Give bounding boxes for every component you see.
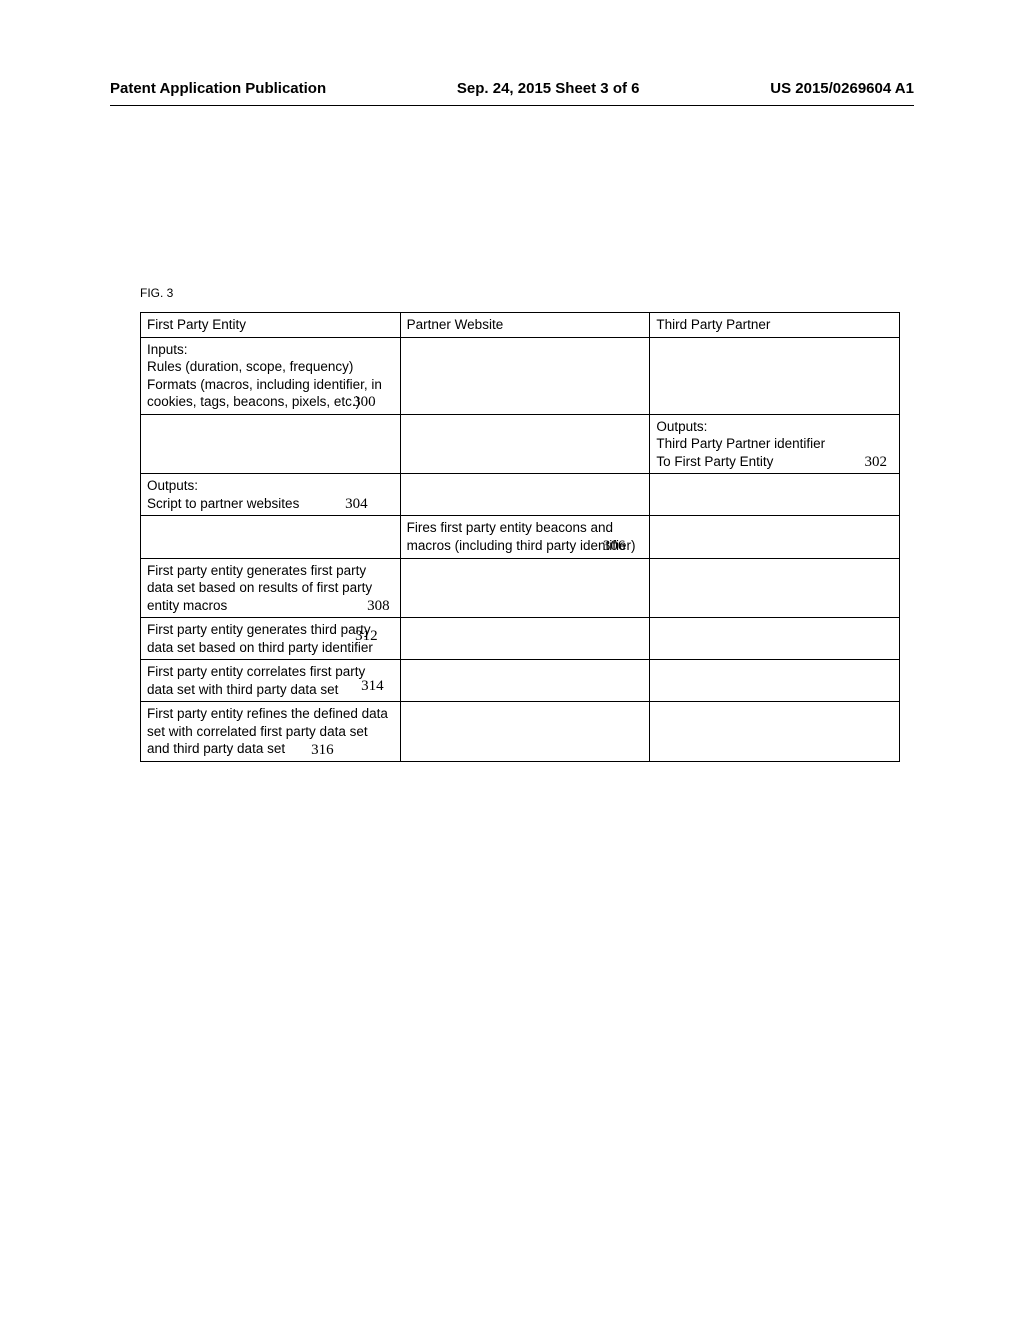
cell-gen-first-set: First party entity generates first party… <box>141 558 401 618</box>
cell-text: Outputs:Script to partner websites <box>147 478 299 511</box>
cell-empty <box>400 474 650 516</box>
cell-empty <box>400 414 650 474</box>
col-header-third-party: Third Party Partner <box>650 313 900 338</box>
cell-gen-third-set: First party entity generates third party… <box>141 618 401 660</box>
cell-empty <box>650 618 900 660</box>
header-left: Patent Application Publication <box>110 80 326 97</box>
cell-text: First party entity generates first party… <box>147 563 372 613</box>
cell-empty <box>141 414 401 474</box>
cell-empty <box>400 660 650 702</box>
header-right: US 2015/0269604 A1 <box>770 80 914 97</box>
refnum-312: 312 <box>355 627 378 647</box>
refnum-316: 316 <box>311 741 334 761</box>
cell-refine: First party entity refines the defined d… <box>141 702 401 762</box>
table-row: Fires first party entity beacons and mac… <box>141 516 900 558</box>
cell-empty <box>650 516 900 558</box>
cell-text: First party entity generates third party… <box>147 622 373 655</box>
cell-empty <box>400 702 650 762</box>
table-row: Outputs:Script to partner websites 304 <box>141 474 900 516</box>
refnum-306: 306 <box>603 537 626 557</box>
header-center: Sep. 24, 2015 Sheet 3 of 6 <box>457 80 640 97</box>
table-row: Outputs:Third Party Partner identifierTo… <box>141 414 900 474</box>
diagram-table: First Party Entity Partner Website Third… <box>140 312 900 762</box>
cell-text: First party entity correlates first part… <box>147 664 365 697</box>
col-header-first-party: First Party Entity <box>141 313 401 338</box>
figure-label: FIG. 3 <box>140 286 914 300</box>
cell-empty <box>400 337 650 414</box>
refnum-308: 308 <box>367 597 390 617</box>
refnum-314: 314 <box>361 677 384 697</box>
cell-empty <box>650 337 900 414</box>
refnum-300: 300 <box>353 393 376 413</box>
cell-empty <box>400 558 650 618</box>
cell-text: First party entity refines the defined d… <box>147 706 388 756</box>
table-row: Inputs:Rules (duration, scope, frequency… <box>141 337 900 414</box>
table-row: First party entity correlates first part… <box>141 660 900 702</box>
page-header: Patent Application Publication Sep. 24, … <box>110 80 914 106</box>
cell-text: Inputs:Rules (duration, scope, frequency… <box>147 342 382 410</box>
cell-script-output: Outputs:Script to partner websites 304 <box>141 474 401 516</box>
cell-correlate: First party entity correlates first part… <box>141 660 401 702</box>
cell-fires-beacons: Fires first party entity beacons and mac… <box>400 516 650 558</box>
cell-empty <box>650 702 900 762</box>
table-header-row: First Party Entity Partner Website Third… <box>141 313 900 338</box>
cell-empty <box>650 474 900 516</box>
table-row: First party entity generates third party… <box>141 618 900 660</box>
cell-text: Fires first party entity beacons and mac… <box>407 520 636 553</box>
cell-inputs: Inputs:Rules (duration, scope, frequency… <box>141 337 401 414</box>
cell-empty <box>141 516 401 558</box>
cell-text: Outputs:Third Party Partner identifierTo… <box>656 419 825 469</box>
cell-empty <box>650 558 900 618</box>
cell-empty <box>650 660 900 702</box>
col-header-partner-site: Partner Website <box>400 313 650 338</box>
cell-third-party-outputs: Outputs:Third Party Partner identifierTo… <box>650 414 900 474</box>
cell-empty <box>400 618 650 660</box>
table-row: First party entity refines the defined d… <box>141 702 900 762</box>
table-row: First party entity generates first party… <box>141 558 900 618</box>
refnum-302: 302 <box>865 453 888 473</box>
refnum-304: 304 <box>345 495 368 515</box>
